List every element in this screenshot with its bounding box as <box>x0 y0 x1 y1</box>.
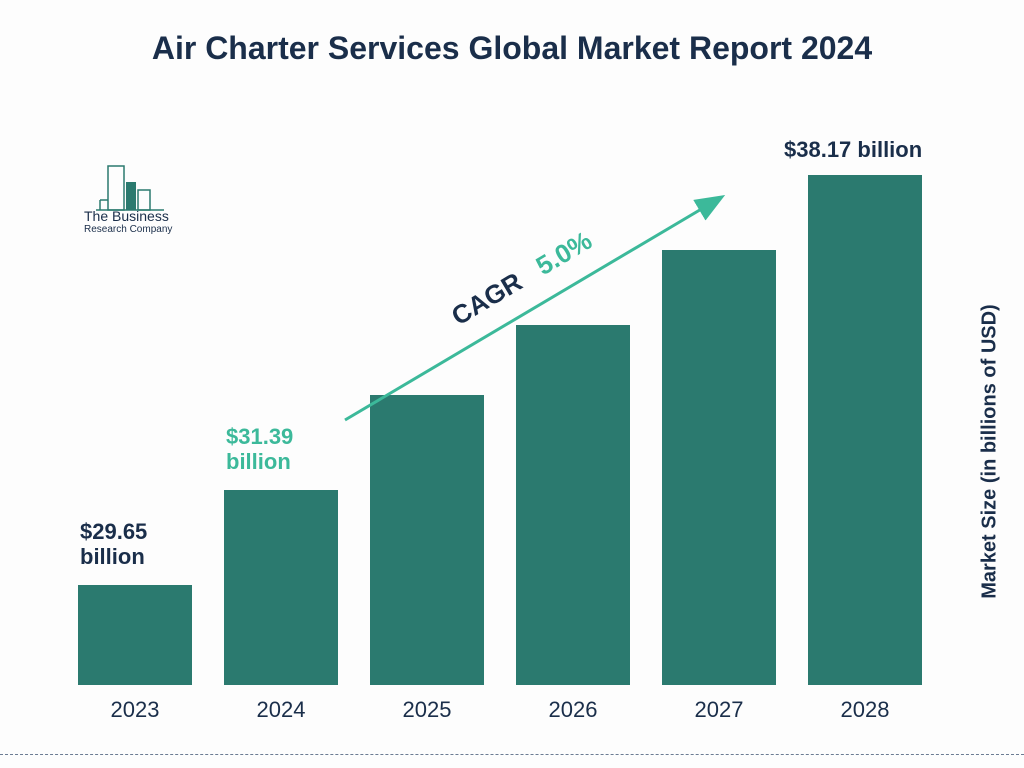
bar-2027 <box>662 250 776 685</box>
bar-2026 <box>516 325 630 685</box>
value-label-2023: $29.65billion <box>80 519 204 570</box>
bar-2028 <box>808 175 922 685</box>
bottom-divider <box>0 754 1024 755</box>
chart-title: Air Charter Services Global Market Repor… <box>0 30 1024 67</box>
page-root: Air Charter Services Global Market Repor… <box>0 0 1024 768</box>
x-label-2024: 2024 <box>224 697 338 723</box>
bar-chart <box>60 165 940 685</box>
x-label-2023: 2023 <box>78 697 192 723</box>
value-label-2028: $38.17 billion <box>784 137 958 162</box>
value-label-2024: $31.39billion <box>226 424 350 475</box>
bar-2025 <box>370 395 484 685</box>
x-label-2026: 2026 <box>516 697 630 723</box>
x-label-2027: 2027 <box>662 697 776 723</box>
bar-2023 <box>78 585 192 685</box>
x-label-2028: 2028 <box>808 697 922 723</box>
bar-2024 <box>224 490 338 685</box>
x-label-2025: 2025 <box>370 697 484 723</box>
y-axis-label: Market Size (in billions of USD) <box>979 292 1002 612</box>
